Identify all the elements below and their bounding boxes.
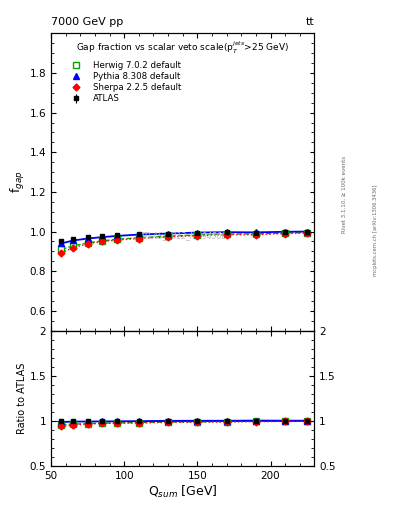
Y-axis label: Ratio to ATLAS: Ratio to ATLAS	[17, 362, 27, 434]
Sherpa 2.2.5 default	[305, 230, 309, 236]
Sherpa 2.2.5 default	[136, 236, 141, 242]
Pythia 8.308 default	[166, 230, 171, 237]
Pythia 8.308 default	[195, 229, 200, 236]
Sherpa 2.2.5 default	[166, 234, 171, 240]
Pythia 8.308 default	[115, 233, 119, 239]
Herwig 7.0.2 default	[253, 231, 258, 237]
Line: Pythia 8.308 default: Pythia 8.308 default	[59, 229, 310, 246]
X-axis label: Q$_{sum}$ [GeV]: Q$_{sum}$ [GeV]	[148, 483, 217, 500]
Y-axis label: f$_{gap}$: f$_{gap}$	[9, 170, 27, 194]
Line: Sherpa 2.2.5 default: Sherpa 2.2.5 default	[59, 230, 310, 255]
Pythia 8.308 default	[71, 238, 75, 244]
Pythia 8.308 default	[59, 241, 64, 247]
Sherpa 2.2.5 default	[71, 245, 75, 251]
Herwig 7.0.2 default	[166, 233, 171, 239]
Sherpa 2.2.5 default	[85, 241, 90, 247]
Line: Herwig 7.0.2 default: Herwig 7.0.2 default	[59, 230, 310, 252]
Herwig 7.0.2 default	[305, 229, 309, 236]
Herwig 7.0.2 default	[100, 238, 105, 244]
Herwig 7.0.2 default	[224, 231, 229, 237]
Text: ATLAS_2012_I1094568: ATLAS_2012_I1094568	[139, 231, 226, 240]
Pythia 8.308 default	[224, 229, 229, 235]
Sherpa 2.2.5 default	[195, 232, 200, 239]
Herwig 7.0.2 default	[283, 230, 288, 236]
Herwig 7.0.2 default	[59, 246, 64, 252]
Pythia 8.308 default	[283, 229, 288, 235]
Text: mcplots.cern.ch [arXiv:1306.3436]: mcplots.cern.ch [arXiv:1306.3436]	[373, 185, 378, 276]
Sherpa 2.2.5 default	[253, 231, 258, 238]
Sherpa 2.2.5 default	[100, 239, 105, 245]
Sherpa 2.2.5 default	[224, 231, 229, 238]
Herwig 7.0.2 default	[85, 240, 90, 246]
Sherpa 2.2.5 default	[115, 237, 119, 243]
Pythia 8.308 default	[305, 228, 309, 234]
Text: Rivet 3.1.10, ≥ 100k events: Rivet 3.1.10, ≥ 100k events	[342, 156, 346, 233]
Pythia 8.308 default	[136, 231, 141, 238]
Sherpa 2.2.5 default	[283, 230, 288, 237]
Herwig 7.0.2 default	[115, 236, 119, 242]
Herwig 7.0.2 default	[195, 232, 200, 238]
Text: Gap fraction vs scalar veto scale(p$_T^{jets}$>25 GeV): Gap fraction vs scalar veto scale(p$_T^{…	[76, 39, 289, 56]
Pythia 8.308 default	[85, 236, 90, 242]
Pythia 8.308 default	[100, 234, 105, 240]
Legend: Herwig 7.0.2 default, Pythia 8.308 default, Sherpa 2.2.5 default, ATLAS: Herwig 7.0.2 default, Pythia 8.308 defau…	[60, 57, 185, 107]
Herwig 7.0.2 default	[136, 234, 141, 241]
Pythia 8.308 default	[253, 229, 258, 236]
Herwig 7.0.2 default	[71, 243, 75, 249]
Text: 7000 GeV pp: 7000 GeV pp	[51, 16, 123, 27]
Sherpa 2.2.5 default	[59, 250, 64, 256]
Text: tt: tt	[306, 16, 314, 27]
